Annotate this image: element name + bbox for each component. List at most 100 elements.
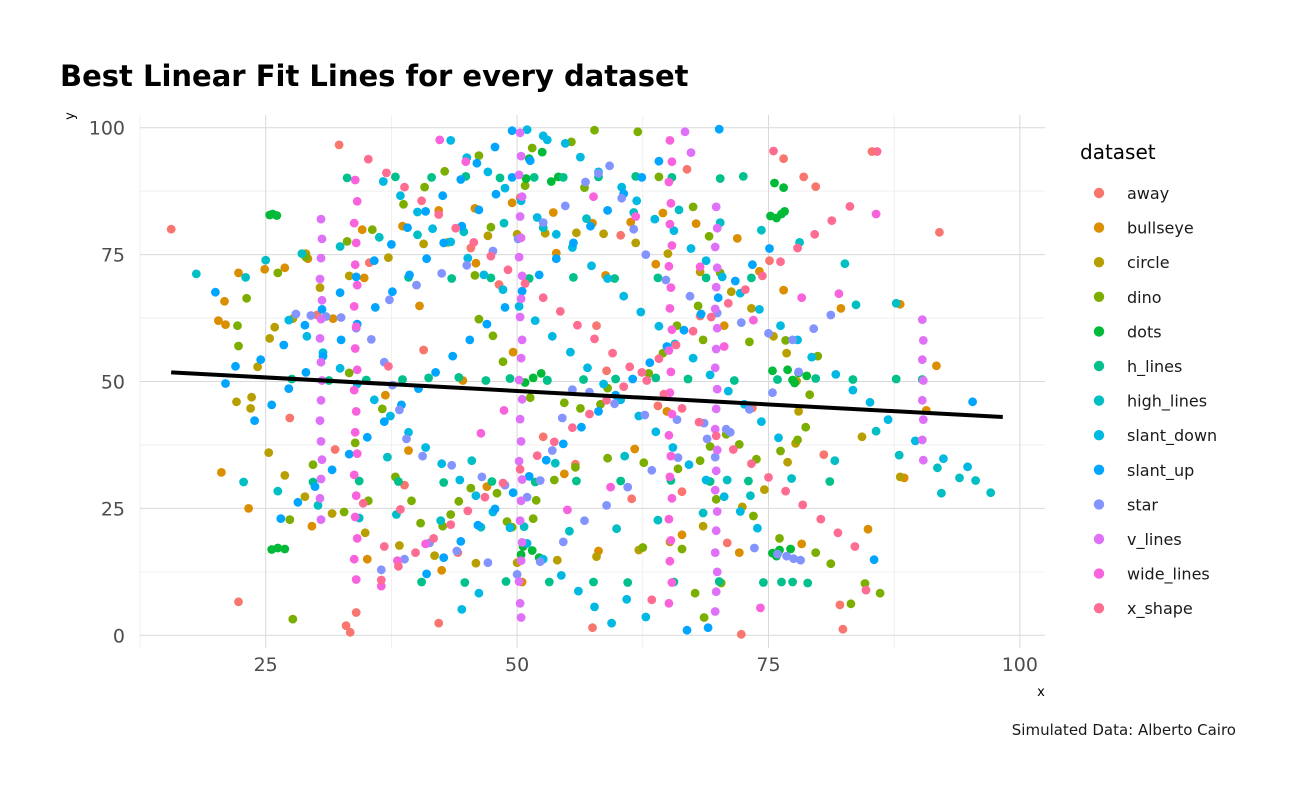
point — [712, 445, 722, 455]
point — [315, 416, 325, 425]
point — [734, 440, 744, 449]
point — [508, 488, 518, 498]
point — [654, 156, 664, 166]
point — [672, 415, 682, 424]
point — [917, 355, 927, 365]
point — [664, 514, 674, 524]
fit-line-layer — [171, 370, 1003, 420]
point — [747, 459, 756, 469]
point — [217, 468, 226, 477]
point — [760, 485, 769, 494]
point — [297, 249, 307, 258]
point — [378, 177, 388, 186]
point — [474, 588, 484, 598]
point — [514, 252, 524, 262]
caption: Simulated Data: Alberto Cairo — [1012, 721, 1236, 739]
point — [528, 373, 538, 383]
point — [544, 577, 554, 587]
point — [714, 124, 724, 134]
point — [710, 304, 720, 314]
point — [446, 136, 456, 145]
point — [515, 598, 525, 608]
point — [535, 476, 545, 485]
point — [396, 505, 405, 514]
point — [891, 298, 901, 308]
point — [357, 225, 367, 235]
series-slant_up — [211, 124, 977, 635]
point — [968, 397, 977, 407]
point — [556, 571, 566, 580]
point — [717, 272, 727, 282]
point — [359, 273, 369, 283]
point — [424, 373, 433, 383]
point — [446, 510, 456, 519]
point — [352, 449, 362, 458]
point — [428, 224, 437, 234]
point — [166, 224, 176, 234]
point — [439, 478, 449, 487]
point — [710, 242, 720, 252]
point — [499, 218, 509, 228]
point — [508, 347, 518, 357]
point — [757, 417, 766, 426]
point — [538, 218, 548, 228]
legend-key-away — [1093, 187, 1105, 199]
point — [719, 321, 729, 331]
point — [659, 389, 669, 399]
point — [777, 577, 786, 587]
point — [560, 139, 570, 148]
point — [514, 302, 524, 311]
point — [933, 463, 942, 473]
point — [711, 587, 721, 597]
point — [417, 196, 426, 206]
point — [619, 291, 629, 301]
point — [382, 168, 391, 178]
point — [677, 487, 687, 497]
point — [261, 255, 271, 265]
point — [522, 125, 532, 135]
point — [592, 552, 601, 561]
point — [715, 174, 725, 183]
point — [786, 544, 795, 554]
y-tick-label: 0 — [113, 625, 125, 647]
point — [350, 438, 360, 448]
point — [688, 353, 698, 363]
point — [565, 526, 574, 536]
point — [725, 427, 735, 437]
point — [351, 575, 361, 584]
point — [490, 142, 500, 152]
point — [667, 325, 677, 335]
point — [527, 143, 537, 153]
point — [451, 223, 461, 233]
point — [788, 335, 797, 345]
point — [369, 395, 379, 405]
point — [796, 555, 805, 565]
point — [327, 509, 337, 518]
point — [753, 523, 762, 533]
series-wide_lines — [349, 135, 881, 613]
point — [830, 456, 840, 466]
series-high_lines — [191, 205, 996, 536]
legend-label-x_shape: x_shape — [1127, 599, 1193, 619]
point — [547, 331, 557, 341]
point — [525, 393, 535, 403]
point — [793, 243, 802, 253]
point — [711, 494, 721, 504]
point — [505, 523, 515, 533]
point — [682, 164, 692, 174]
point — [673, 464, 683, 474]
point — [558, 537, 568, 547]
point — [349, 302, 359, 311]
point — [367, 225, 377, 235]
point — [726, 287, 736, 297]
point — [420, 182, 429, 192]
point — [589, 192, 598, 202]
point — [456, 537, 466, 546]
point — [527, 546, 537, 555]
point — [704, 231, 714, 241]
point — [439, 238, 449, 248]
point — [666, 536, 676, 545]
point — [759, 578, 768, 587]
point — [398, 375, 407, 384]
point — [833, 528, 843, 538]
